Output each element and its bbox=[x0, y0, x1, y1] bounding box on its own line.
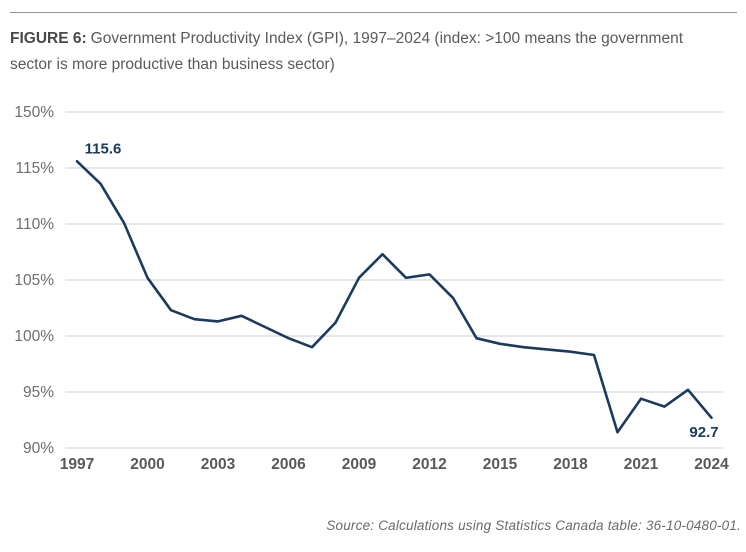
x-axis-tick-label: 2000 bbox=[130, 456, 164, 473]
y-axis-tick-label: 110% bbox=[16, 216, 55, 233]
figure-title: FIGURE 6: Government Productivity Index (… bbox=[10, 26, 725, 78]
figure-title-text: Government Productivity Index (GPI), 199… bbox=[10, 30, 684, 73]
data-point-label: 115.6 bbox=[85, 140, 122, 157]
data-point-label: 92.7 bbox=[689, 424, 718, 441]
y-axis-tick-label: 115% bbox=[16, 160, 55, 177]
source-note: Source: Calculations using Statistics Ca… bbox=[326, 518, 741, 533]
y-axis-tick-label: 95% bbox=[23, 384, 54, 401]
x-axis-tick-label: 2015 bbox=[483, 456, 518, 473]
gpi-data-line bbox=[75, 160, 713, 434]
top-divider bbox=[10, 12, 737, 13]
x-axis-tick-label: 2018 bbox=[553, 456, 588, 473]
y-axis-tick-label: 100% bbox=[14, 328, 54, 345]
x-axis-tick-label: 1997 bbox=[60, 456, 94, 473]
x-axis-tick-label: 2009 bbox=[342, 456, 377, 473]
x-axis-tick-label: 2021 bbox=[624, 456, 659, 473]
x-axis-tick-label: 2012 bbox=[412, 456, 446, 473]
y-axis-tick-label: 105% bbox=[14, 272, 54, 289]
y-axis-tick-label: 90% bbox=[23, 440, 54, 457]
figure-number-label: FIGURE 6: bbox=[10, 30, 87, 47]
x-axis-tick-label: 2024 bbox=[694, 456, 729, 473]
y-axis-tick-label: 150% bbox=[14, 104, 54, 121]
x-axis-tick-label: 2003 bbox=[201, 456, 236, 473]
x-axis-tick-label: 2006 bbox=[271, 456, 306, 473]
